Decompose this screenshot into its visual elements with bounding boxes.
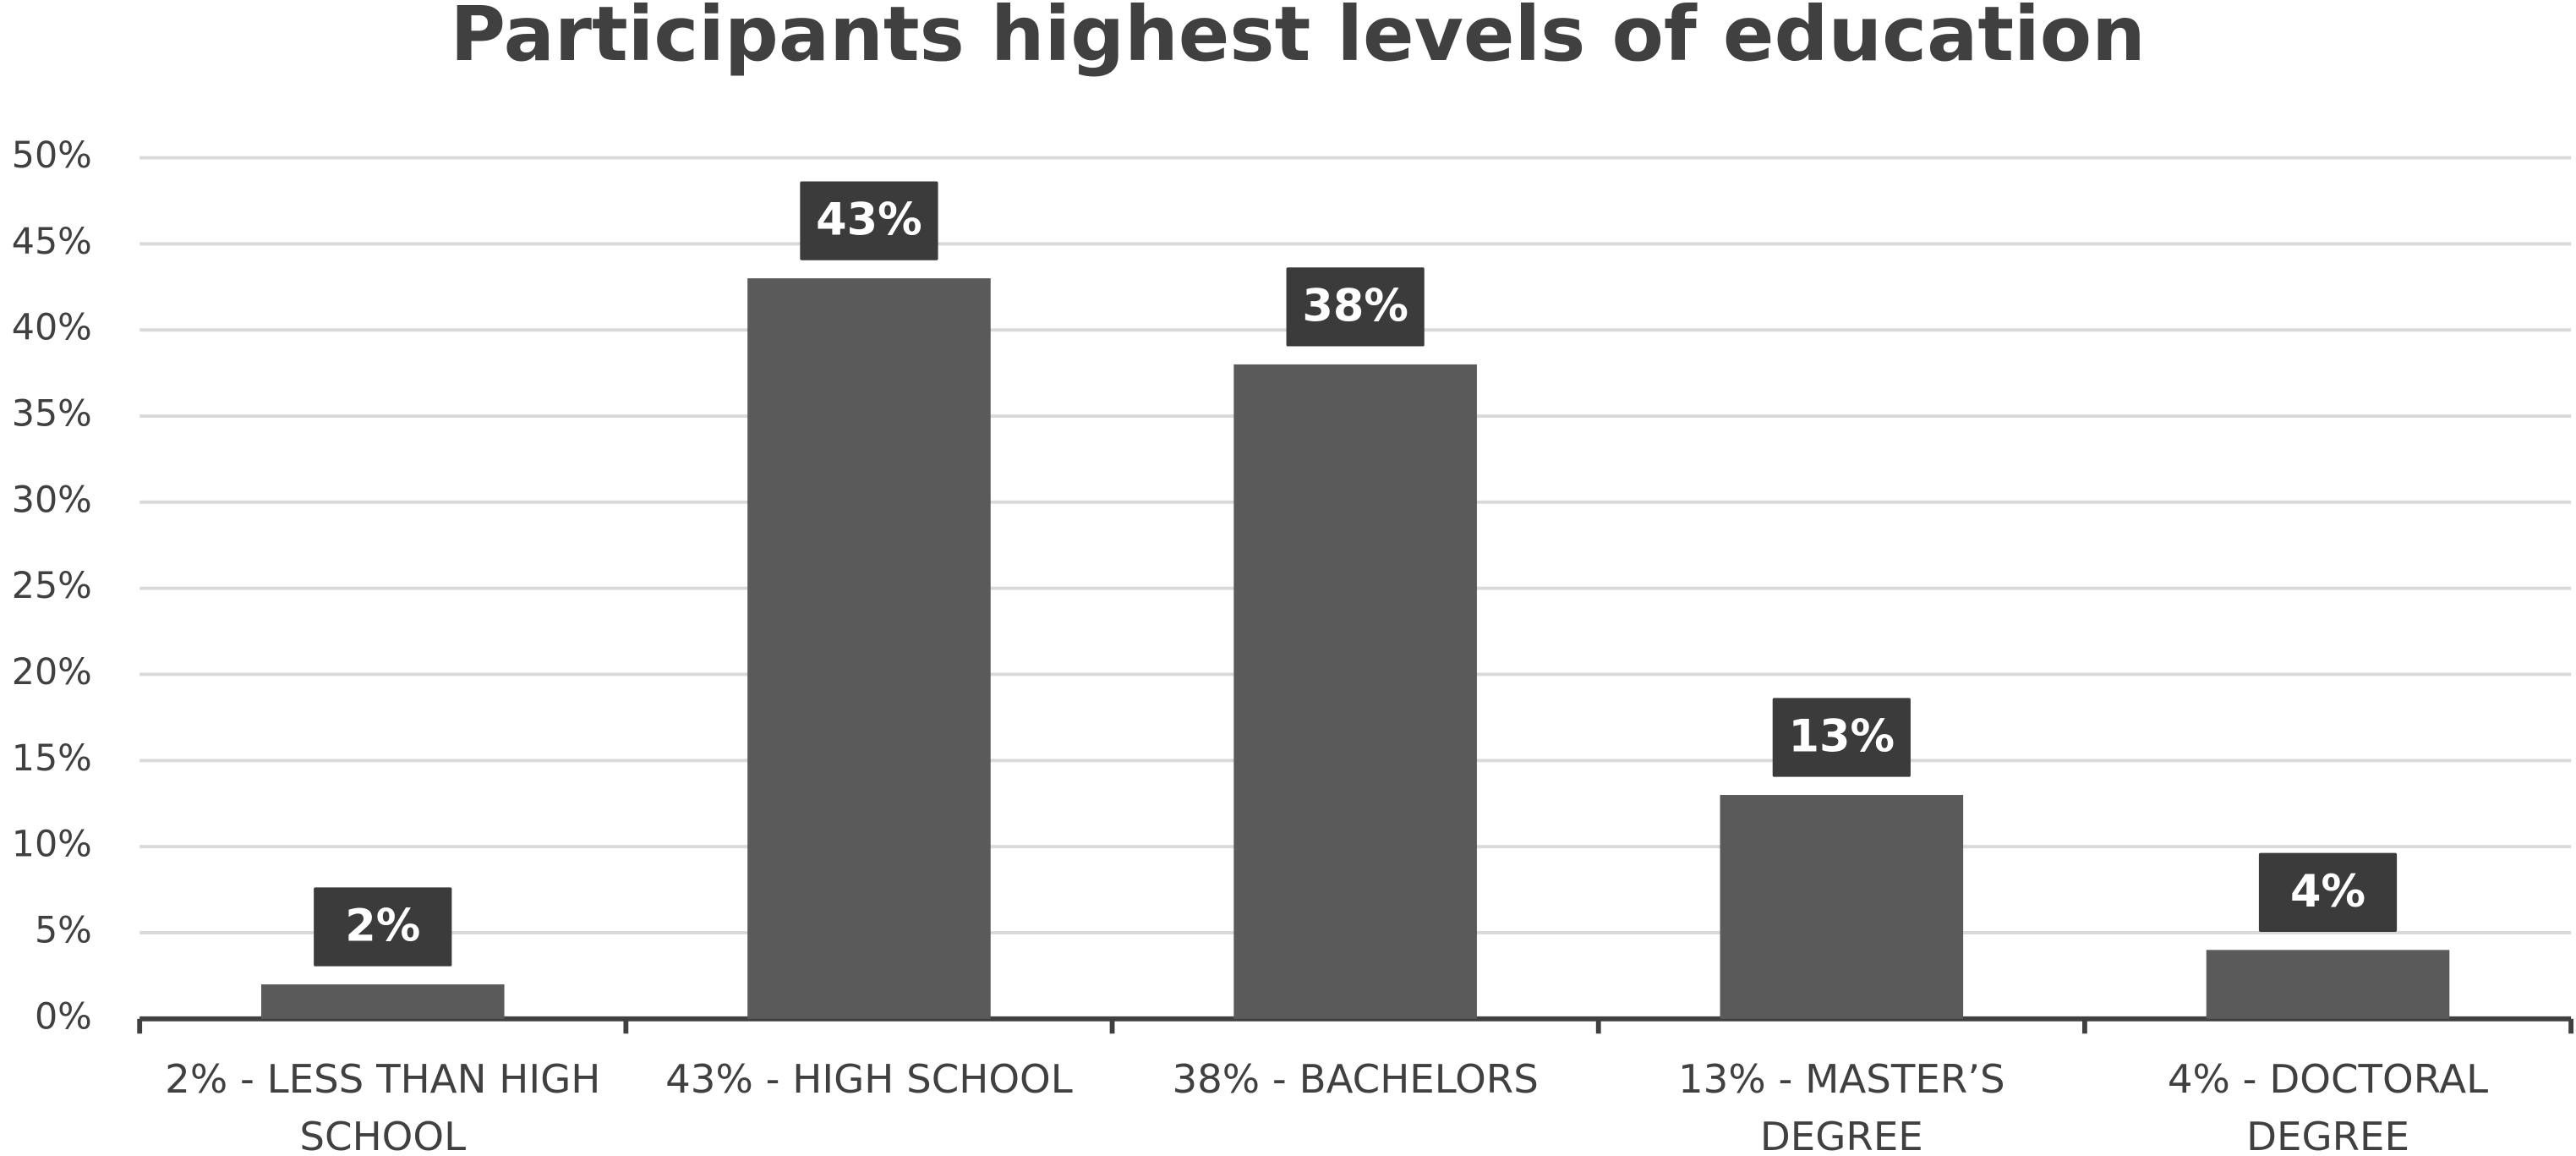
bar [747, 278, 991, 1019]
y-tick-label: 45% [12, 221, 92, 263]
value-label: 4% [2290, 866, 2365, 918]
value-label-box [800, 181, 938, 260]
bar [1720, 795, 1964, 1019]
y-tick-label: 35% [12, 393, 92, 436]
bar [2206, 950, 2450, 1019]
x-tick-label: 43% - HIGH SCHOOL [665, 1056, 1073, 1103]
y-tick-label: 25% [12, 565, 92, 607]
value-label-box [1772, 698, 1911, 777]
chart-title: Participants highest levels of education [450, 0, 2145, 79]
y-tick-label: 10% [12, 824, 92, 866]
y-tick-label: 40% [12, 307, 92, 349]
value-label: 38% [1302, 280, 1408, 331]
value-label: 43% [816, 194, 922, 246]
value-label-box [2258, 852, 2398, 932]
x-tick-label: 13% - MASTER’S DEGREE [1677, 1056, 2005, 1156]
x-tick-label: 38% - BACHELORS [1172, 1056, 1539, 1103]
y-tick-label: 30% [12, 479, 92, 521]
y-tick-label: 5% [35, 909, 92, 951]
bar [1233, 364, 1477, 1019]
value-label-box [1286, 267, 1425, 347]
x-tick-label: 4% - DOCTORAL DEGREE [2167, 1056, 2489, 1156]
value-label: 2% [345, 901, 420, 952]
bar [260, 984, 505, 1019]
y-tick-label: 15% [12, 737, 92, 780]
y-tick-label: 0% [35, 995, 92, 1038]
y-tick-label: 20% [12, 651, 92, 693]
y-tick-label: 50% [12, 134, 92, 177]
x-tick-label: 2% - LESS THAN HIGH SCHOOL [165, 1056, 601, 1156]
value-label: 13% [1789, 711, 1895, 763]
value-label-box [314, 887, 452, 967]
